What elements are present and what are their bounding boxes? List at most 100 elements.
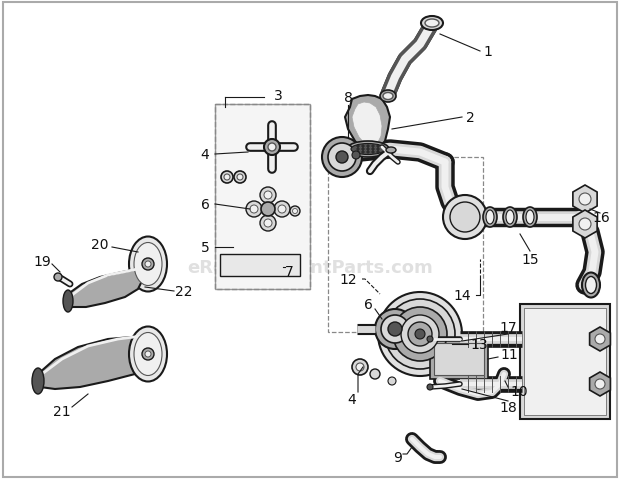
Ellipse shape [421, 17, 443, 31]
Text: 7: 7 [285, 264, 294, 278]
Circle shape [385, 300, 455, 369]
Polygon shape [68, 267, 145, 307]
Circle shape [290, 206, 300, 216]
Circle shape [388, 323, 402, 336]
Circle shape [362, 148, 364, 151]
Polygon shape [345, 96, 390, 155]
Circle shape [261, 203, 275, 216]
Text: 17: 17 [499, 320, 517, 334]
Text: 10: 10 [510, 384, 528, 398]
Circle shape [234, 172, 246, 184]
Ellipse shape [380, 91, 396, 103]
Text: 9: 9 [393, 450, 402, 464]
Circle shape [260, 188, 276, 204]
Circle shape [408, 323, 432, 346]
Text: 3: 3 [273, 89, 282, 103]
Circle shape [377, 152, 379, 154]
Ellipse shape [503, 207, 517, 228]
Text: 6: 6 [363, 298, 373, 312]
Circle shape [443, 195, 487, 240]
Circle shape [377, 145, 379, 148]
Text: 13: 13 [470, 337, 487, 351]
Text: 6: 6 [200, 198, 210, 212]
Bar [328, 157, 483, 332]
Ellipse shape [483, 207, 497, 228]
Circle shape [372, 152, 374, 154]
Bar [215, 105, 310, 289]
Circle shape [372, 145, 374, 148]
Text: 12: 12 [339, 273, 357, 287]
Text: 20: 20 [91, 238, 108, 252]
Circle shape [579, 218, 591, 230]
Polygon shape [38, 336, 152, 389]
Polygon shape [352, 103, 382, 149]
Polygon shape [590, 372, 611, 396]
Circle shape [595, 379, 605, 389]
Circle shape [328, 144, 356, 172]
Circle shape [264, 219, 272, 228]
Circle shape [356, 363, 364, 371]
Circle shape [367, 145, 369, 148]
Circle shape [356, 145, 359, 148]
Bar [430, 339, 488, 379]
Text: 11: 11 [500, 347, 518, 361]
Ellipse shape [526, 211, 534, 225]
Circle shape [293, 209, 298, 214]
Ellipse shape [63, 290, 73, 312]
Circle shape [356, 152, 359, 154]
Circle shape [221, 172, 233, 184]
Circle shape [356, 148, 359, 151]
Ellipse shape [506, 211, 514, 225]
Circle shape [142, 258, 154, 270]
Circle shape [145, 262, 151, 267]
Bar [215, 105, 310, 289]
Circle shape [264, 140, 280, 156]
Ellipse shape [523, 207, 537, 228]
Circle shape [377, 148, 379, 151]
Ellipse shape [585, 277, 596, 294]
Circle shape [595, 334, 605, 344]
Text: 4: 4 [201, 148, 210, 162]
Circle shape [352, 152, 360, 160]
Bar [520, 304, 610, 419]
Text: 16: 16 [592, 211, 610, 225]
Text: 15: 15 [521, 252, 539, 266]
Circle shape [370, 369, 380, 379]
Text: 2: 2 [466, 111, 474, 125]
Text: eReplacementParts.com: eReplacementParts.com [187, 258, 433, 276]
Text: 19: 19 [33, 254, 51, 268]
Circle shape [352, 359, 368, 375]
Circle shape [375, 309, 415, 349]
Ellipse shape [347, 142, 389, 157]
Ellipse shape [386, 148, 396, 154]
Circle shape [237, 175, 243, 180]
Text: 5: 5 [201, 240, 210, 254]
Text: 4: 4 [348, 392, 356, 406]
Ellipse shape [351, 144, 385, 155]
Circle shape [388, 377, 396, 385]
Ellipse shape [134, 243, 162, 286]
Circle shape [362, 152, 364, 154]
Text: 1: 1 [484, 45, 492, 59]
Circle shape [450, 203, 480, 232]
Circle shape [54, 274, 62, 281]
Circle shape [250, 205, 258, 214]
Circle shape [278, 205, 286, 214]
Ellipse shape [129, 237, 167, 292]
Polygon shape [573, 211, 597, 239]
Circle shape [415, 329, 425, 339]
Text: 22: 22 [175, 285, 192, 299]
Bar [434, 343, 484, 375]
Ellipse shape [486, 211, 494, 225]
Circle shape [401, 315, 439, 353]
Circle shape [246, 202, 262, 217]
Circle shape [322, 138, 362, 178]
Text: 14: 14 [453, 288, 471, 302]
Circle shape [367, 152, 369, 154]
Circle shape [145, 351, 151, 357]
Circle shape [142, 348, 154, 360]
Ellipse shape [32, 368, 44, 394]
Polygon shape [573, 186, 597, 214]
Circle shape [393, 307, 447, 361]
Text: 21: 21 [53, 404, 71, 418]
